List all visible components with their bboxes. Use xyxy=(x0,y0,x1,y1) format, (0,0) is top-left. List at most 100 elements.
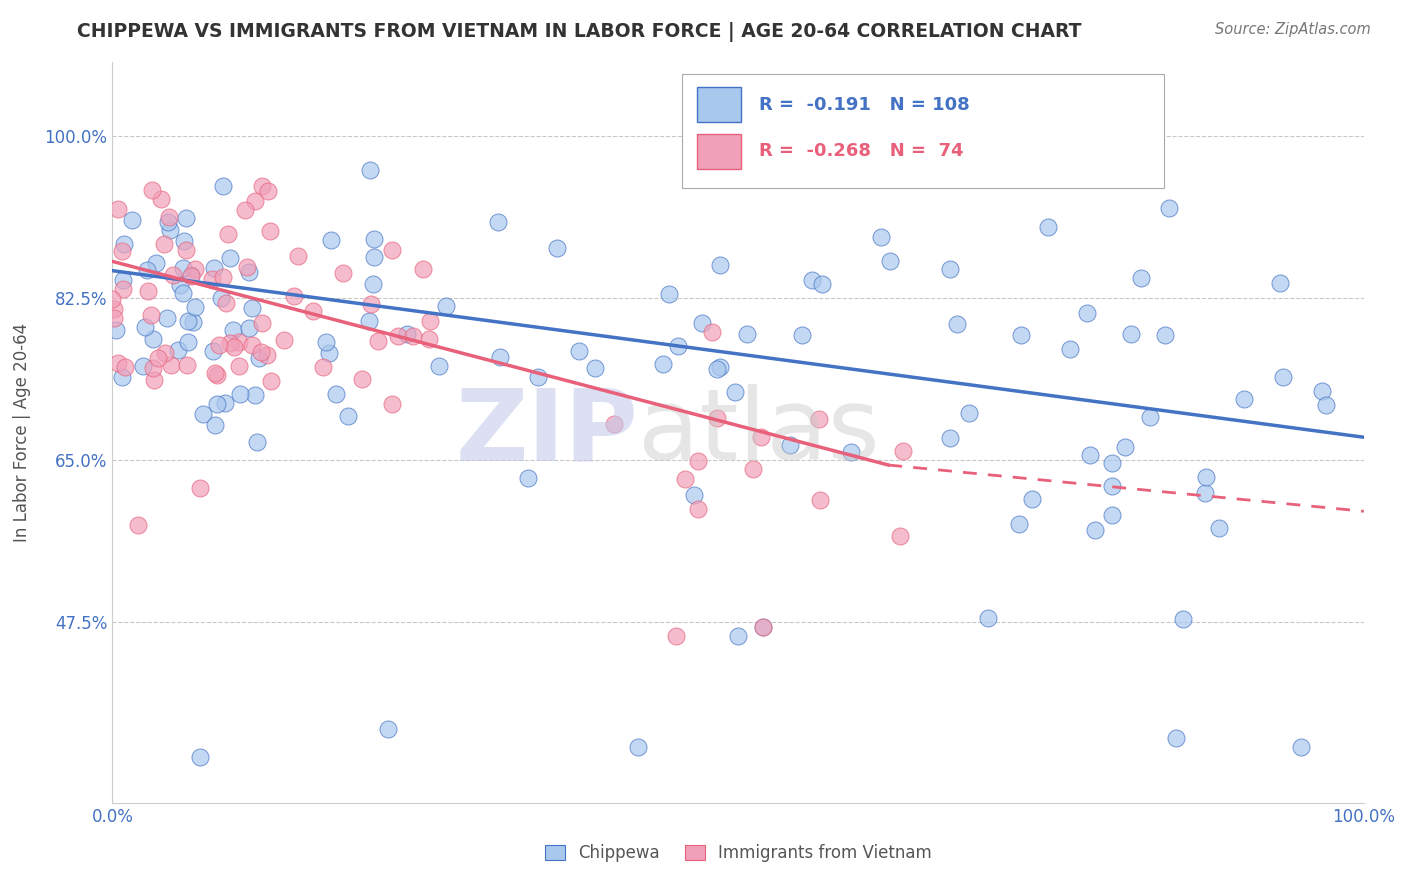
Point xyxy=(243,194,266,209)
Point xyxy=(159,358,181,372)
Point xyxy=(315,334,337,349)
Text: Source: ZipAtlas.com: Source: ZipAtlas.com xyxy=(1215,22,1371,37)
Point xyxy=(111,370,134,384)
Point xyxy=(377,722,399,736)
Point xyxy=(208,338,231,352)
Point xyxy=(706,361,728,376)
Point xyxy=(527,370,550,384)
Point xyxy=(658,287,681,301)
Point xyxy=(742,462,765,476)
Point xyxy=(205,368,228,382)
Point xyxy=(257,185,280,199)
Point xyxy=(1171,612,1194,626)
Text: ZIP: ZIP xyxy=(456,384,638,481)
Point xyxy=(752,620,775,634)
Point xyxy=(112,236,135,251)
Point xyxy=(700,325,723,339)
Point xyxy=(427,359,450,373)
Point xyxy=(240,301,263,315)
Point xyxy=(709,259,731,273)
Point xyxy=(212,270,235,285)
Point xyxy=(134,320,156,334)
Point xyxy=(1114,440,1136,454)
Point xyxy=(112,282,135,296)
Point xyxy=(167,343,190,358)
Point xyxy=(157,215,180,229)
Point xyxy=(1315,398,1337,412)
Point xyxy=(583,361,606,376)
Point xyxy=(103,310,125,325)
Point xyxy=(367,334,389,348)
Point xyxy=(204,260,226,275)
Point xyxy=(247,351,270,365)
Point xyxy=(201,344,224,359)
Point xyxy=(146,351,169,366)
Point xyxy=(396,327,419,342)
Point xyxy=(1271,370,1294,384)
Point xyxy=(228,359,250,374)
Point xyxy=(222,323,245,337)
Point xyxy=(1105,159,1128,173)
Point xyxy=(111,244,134,258)
Point xyxy=(145,256,167,270)
Point xyxy=(101,292,124,306)
Point xyxy=(238,265,260,279)
Point xyxy=(217,227,239,241)
Point xyxy=(1194,486,1216,500)
Point xyxy=(939,261,962,276)
Point xyxy=(228,334,250,349)
Point xyxy=(1139,409,1161,424)
Point xyxy=(184,261,207,276)
Bar xyxy=(697,134,741,169)
Point xyxy=(810,277,832,291)
Point xyxy=(1208,521,1230,535)
Point xyxy=(752,620,775,634)
Point xyxy=(735,326,758,341)
Point xyxy=(243,388,266,402)
Point xyxy=(107,202,129,217)
Point xyxy=(157,210,180,224)
Point xyxy=(807,412,830,426)
Point xyxy=(332,266,354,280)
Point xyxy=(779,438,801,452)
Point xyxy=(218,251,240,265)
Point xyxy=(250,178,273,193)
Point xyxy=(103,302,125,317)
Point xyxy=(121,212,143,227)
Text: atlas: atlas xyxy=(638,384,880,481)
Point xyxy=(1008,517,1031,532)
Point xyxy=(172,261,194,276)
Point xyxy=(142,361,165,376)
Point xyxy=(1036,220,1059,235)
Point xyxy=(434,299,457,313)
Point xyxy=(183,315,205,329)
Point xyxy=(724,384,747,399)
Point xyxy=(156,310,179,325)
Point xyxy=(603,417,626,432)
Point xyxy=(1195,469,1218,483)
Point xyxy=(686,454,709,468)
Point xyxy=(946,317,969,331)
Point xyxy=(1164,731,1187,745)
Point xyxy=(180,268,202,282)
Point xyxy=(1076,306,1098,320)
FancyBboxPatch shape xyxy=(682,73,1164,188)
Point xyxy=(219,336,242,351)
Point xyxy=(188,481,211,495)
Point xyxy=(176,313,198,327)
Point xyxy=(957,406,980,420)
Point xyxy=(238,321,260,335)
Point xyxy=(381,397,404,411)
Point xyxy=(136,262,159,277)
Point xyxy=(214,396,236,410)
Text: CHIPPEWA VS IMMIGRANTS FROM VIETNAM IN LABOR FORCE | AGE 20-64 CORRELATION CHART: CHIPPEWA VS IMMIGRANTS FROM VIETNAM IN L… xyxy=(77,22,1081,42)
Point xyxy=(112,273,135,287)
Point xyxy=(891,443,914,458)
Point xyxy=(546,241,568,255)
Point xyxy=(141,183,163,197)
Point xyxy=(312,359,335,374)
Point xyxy=(105,323,128,337)
Point xyxy=(666,339,689,353)
Point xyxy=(214,295,236,310)
Point xyxy=(350,372,373,386)
